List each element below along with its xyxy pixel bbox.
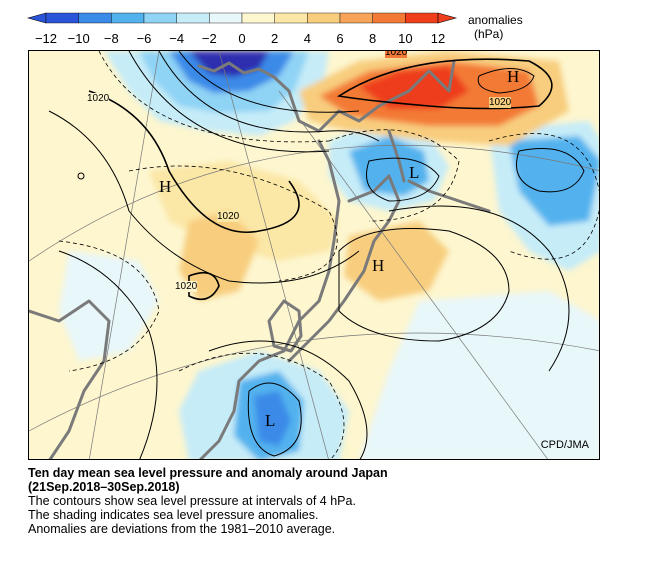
label-1020-northeast: 1020 bbox=[385, 51, 408, 58]
contour-low-east bbox=[516, 148, 585, 193]
contour-high-ne bbox=[336, 58, 553, 110]
negative-anomaly-south-core bbox=[254, 391, 291, 446]
caption-period: (21Sep.2018–30Sep.2018) bbox=[28, 480, 180, 494]
coast-west-land bbox=[29, 299, 111, 459]
colorbar-segment bbox=[339, 12, 373, 24]
contour-small-high bbox=[188, 271, 220, 301]
latitude-line-north bbox=[29, 145, 599, 262]
negative-anomaly-southeast bbox=[359, 291, 599, 459]
colorbar-title: anomalies bbox=[468, 13, 523, 27]
colorbar-right-arrow bbox=[437, 12, 458, 24]
contour-west-arc bbox=[58, 250, 158, 459]
colorbar-left-arrow bbox=[26, 12, 47, 24]
colorbar-tick-label: 0 bbox=[238, 31, 246, 46]
colorbar-segment bbox=[209, 12, 243, 24]
colorbar-tick-label: −10 bbox=[67, 31, 90, 46]
map-credit: CPD/JMA bbox=[540, 439, 589, 451]
longitude-line-center bbox=[218, 51, 329, 459]
label-1020-east: 1020 bbox=[489, 97, 512, 108]
latitude-line-south bbox=[29, 332, 599, 432]
positive-anomaly-center-inner bbox=[179, 211, 259, 301]
colorbar-tick-label: −2 bbox=[201, 31, 217, 46]
colorbar-tick-label: −6 bbox=[136, 31, 152, 46]
colorbar-segment bbox=[274, 12, 308, 24]
dashed-japan bbox=[328, 129, 460, 222]
colorbar-segment bbox=[241, 12, 275, 24]
positive-anomaly-center bbox=[149, 161, 339, 261]
contour-low-south bbox=[247, 382, 302, 457]
caption-line-contours: The contours show sea level pressure at … bbox=[28, 494, 356, 508]
caption-title: Ten day mean sea level pressure and anom… bbox=[28, 466, 388, 480]
colorbar-tick-label: 12 bbox=[430, 31, 446, 46]
colorbar-graphic bbox=[26, 12, 458, 24]
dashed-north bbox=[98, 51, 330, 143]
pressure-anomaly-map: 1020 1020 1020 1020 1020 H H H L L CPD/J… bbox=[28, 50, 600, 460]
map-caption: Ten day mean sea level pressure and anom… bbox=[28, 466, 628, 536]
dashed-south bbox=[178, 352, 345, 459]
contour-north-1 bbox=[178, 51, 360, 113]
colorbar-unit: (hPa) bbox=[474, 27, 504, 41]
colorbar-tick-label: 4 bbox=[303, 31, 311, 46]
colorbar-tick-label: −4 bbox=[169, 31, 185, 46]
caption-line-shading: The shading indicates sea level pressure… bbox=[28, 508, 319, 522]
colorbar-segment bbox=[405, 12, 439, 24]
colorbar-segments bbox=[45, 12, 439, 24]
colorbar-segment bbox=[45, 12, 79, 24]
coast-korea bbox=[267, 299, 303, 353]
colorbar-segment bbox=[176, 12, 210, 24]
contour-marker bbox=[77, 172, 85, 180]
positive-anomaly-east-center bbox=[344, 221, 449, 301]
anomaly-contours-dashed bbox=[58, 51, 599, 459]
colorbar-tick-label: −12 bbox=[34, 31, 58, 46]
pressure-contours bbox=[48, 51, 585, 459]
label-1020-center: 1020 bbox=[217, 211, 240, 222]
coast-north-asia bbox=[197, 59, 456, 133]
contour-low-japan bbox=[366, 157, 440, 202]
colorbar-tick-label: 2 bbox=[271, 31, 279, 46]
colorbar-segment bbox=[111, 12, 145, 24]
high-pressure-marker-east: H bbox=[372, 256, 385, 275]
low-pressure-marker-japan: L bbox=[409, 163, 420, 182]
dashed-east bbox=[488, 133, 599, 260]
negative-anomaly-west bbox=[59, 251, 159, 361]
colorbar-segment bbox=[78, 12, 112, 24]
coastlines bbox=[29, 59, 491, 459]
dashed-west bbox=[58, 240, 160, 372]
contour-north-2 bbox=[158, 51, 380, 142]
contour-high-east bbox=[338, 228, 510, 342]
colorbar-segment bbox=[372, 12, 406, 24]
label-1020-small-high: 1020 bbox=[175, 281, 198, 292]
coast-kuril bbox=[407, 179, 491, 213]
contour-east-arc bbox=[388, 205, 570, 372]
contour-high-center-2 bbox=[48, 110, 360, 284]
colorbar-segment bbox=[307, 12, 341, 24]
high-pressure-marker-center: H bbox=[159, 177, 172, 196]
contour-south-arc bbox=[208, 340, 368, 459]
negative-anomaly-east-inner bbox=[509, 136, 599, 226]
colorbar-segment bbox=[143, 12, 177, 24]
colorbar-tick-label: 6 bbox=[336, 31, 344, 46]
label-1020-west: 1020 bbox=[87, 93, 110, 104]
contour-high-center bbox=[88, 90, 300, 233]
longitude-line-west bbox=[88, 51, 160, 459]
anomaly-colorbar: −12 −10 −8 −6 −4 −2 0 2 4 6 8 10 12 anomalies (hPa) bbox=[0, 0, 650, 50]
contour-north-3 bbox=[128, 51, 330, 153]
coast-sakhalin bbox=[387, 129, 406, 183]
colorbar-tick-label: 10 bbox=[398, 31, 413, 46]
coast-japan bbox=[287, 174, 401, 363]
contour-high-ne-inner bbox=[477, 68, 535, 94]
high-pressure-marker-northeast: H bbox=[507, 67, 520, 86]
low-pressure-marker-south: L bbox=[265, 411, 276, 430]
caption-line-anomalies: Anomalies are deviations from the 1981–2… bbox=[28, 522, 336, 536]
colorbar-tick-label: 8 bbox=[369, 31, 377, 46]
map-graphic bbox=[29, 51, 599, 459]
colorbar-tick-label: −8 bbox=[103, 31, 119, 46]
